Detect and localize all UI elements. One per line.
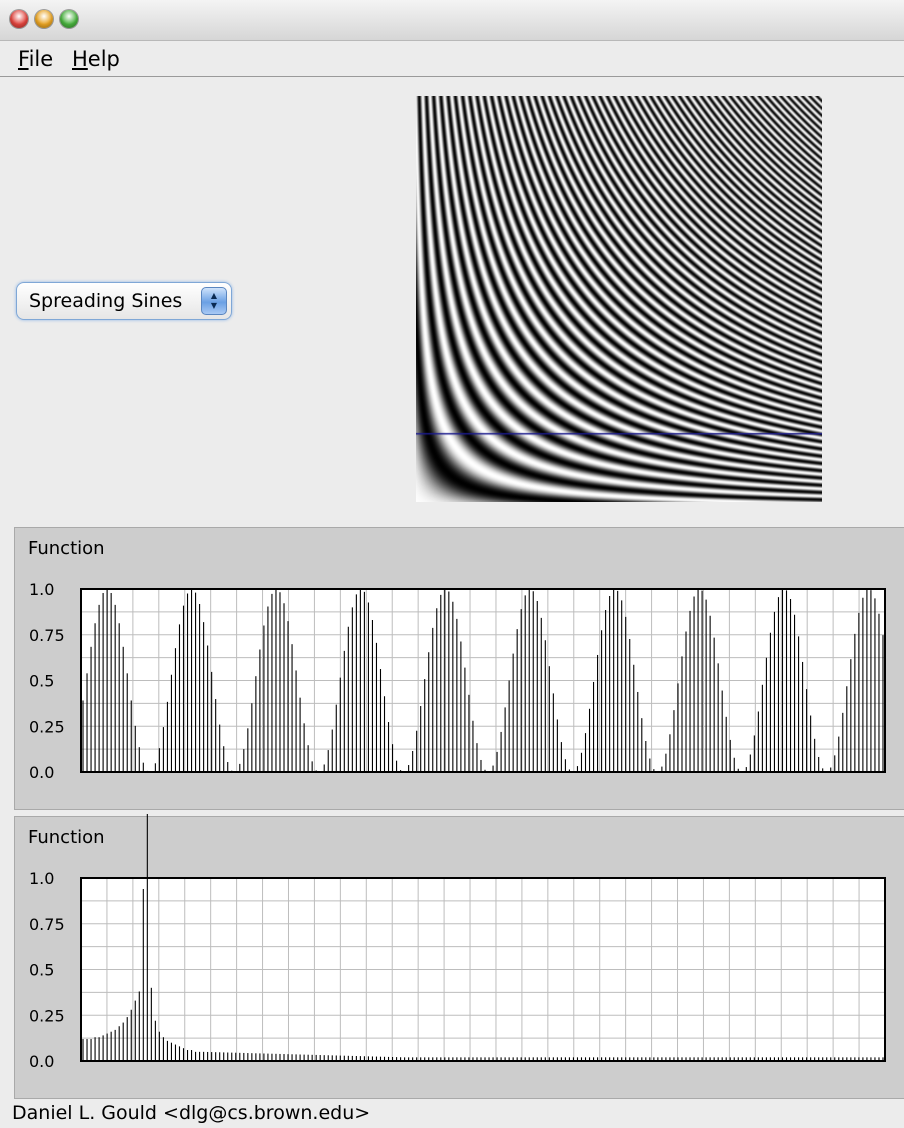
menu-file[interactable]: File (18, 47, 53, 71)
plot-title: Function (28, 538, 105, 559)
spectrum-plot-panel: Function 1.0 0.75 0.5 0.25 0.0 (14, 813, 904, 1099)
y-tick-label: 0.25 (29, 1006, 65, 1025)
y-tick-label: 1.0 (29, 869, 54, 888)
close-button[interactable] (10, 10, 28, 28)
minimize-button[interactable] (35, 10, 53, 28)
spectrum-plot[interactable]: 1.0 0.75 0.5 0.25 0.0 (15, 813, 904, 1098)
zoom-button[interactable] (60, 10, 78, 28)
title-bar (0, 0, 904, 41)
menu-bar: File Help (0, 41, 904, 77)
zoom-icon (60, 10, 78, 28)
selector-arrows-icon[interactable]: ▲ ▼ (201, 287, 227, 315)
function-plot-panel: Function 1.0 0.75 0.5 0.25 0.0 (14, 527, 904, 810)
y-tick-label: 0.75 (29, 915, 65, 934)
menu-help-rest: elp (87, 47, 120, 71)
status-bar: Daniel L. Gould <dlg@cs.brown.edu> (0, 1100, 904, 1128)
function-selector[interactable]: Spreading Sines ▲ ▼ (16, 282, 232, 320)
y-tick-label: 0.5 (29, 961, 54, 980)
spreading-sines-image[interactable] (416, 96, 822, 502)
y-tick-label: 0.0 (29, 1052, 54, 1071)
y-tick-label: 0.0 (29, 763, 54, 782)
close-icon (10, 10, 28, 28)
minimize-icon (35, 10, 53, 28)
author-credit: Daniel L. Gould <dlg@cs.brown.edu> (12, 1102, 371, 1124)
menu-help-mnemonic: H (72, 47, 88, 71)
menu-file-rest: ile (28, 47, 54, 71)
menu-file-mnemonic: F (18, 47, 29, 71)
y-tick-label: 0.75 (29, 626, 65, 645)
plot-frame (80, 877, 886, 1062)
plot-title: Function (28, 827, 105, 848)
function-selector-value: Spreading Sines (29, 290, 183, 312)
menu-help[interactable]: Help (72, 47, 120, 71)
y-tick-label: 1.0 (29, 580, 54, 599)
y-tick-label: 0.5 (29, 672, 54, 691)
function-plot[interactable]: 1.0 0.75 0.5 0.25 0.0 (15, 528, 904, 809)
y-tick-label: 0.25 (29, 717, 65, 736)
plot-frame (80, 588, 886, 773)
